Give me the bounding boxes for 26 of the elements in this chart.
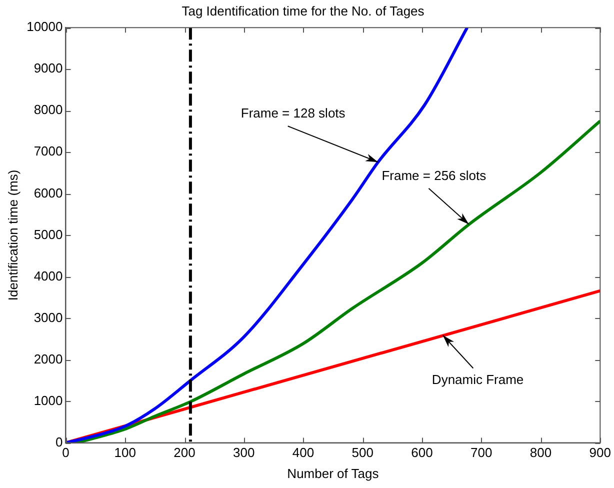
annotation: Dynamic Frame <box>432 372 524 387</box>
chart-title: Tag Identification time for the No. of Tages <box>182 3 425 18</box>
y-tick-label: 5000 <box>34 226 63 242</box>
y-tick-label: 3000 <box>34 310 63 325</box>
y-tick-label: 10000 <box>26 19 63 34</box>
y-tick-label: 7000 <box>34 144 63 159</box>
x-tick-label: 200 <box>174 445 196 460</box>
y-axis-title: Identification time (ms) <box>5 170 20 301</box>
y-tick-label: 6000 <box>34 185 63 200</box>
x-tick-label: 600 <box>411 445 433 460</box>
y-tick-label: 4000 <box>34 268 63 284</box>
y-tick-label: 8000 <box>34 102 63 118</box>
x-tick-label: 300 <box>233 445 255 460</box>
x-tick-label: 100 <box>114 445 136 460</box>
x-tick-label: 900 <box>589 445 612 460</box>
x-tick-label: 500 <box>352 445 374 460</box>
annotation: Frame = 128 slots <box>240 106 346 121</box>
x-tick-label: 700 <box>470 445 492 460</box>
y-tick-label: 2000 <box>34 351 63 366</box>
y-tick-label: 9000 <box>34 60 63 76</box>
y-tick-label: 1000 <box>34 392 63 408</box>
y-tick-label: 0 <box>56 434 63 450</box>
x-axis-title: Number of Tags <box>287 466 380 481</box>
x-tick-label: 800 <box>530 445 552 460</box>
x-tick-label: 400 <box>292 445 314 460</box>
annotation: Frame = 256 slots <box>382 168 487 183</box>
